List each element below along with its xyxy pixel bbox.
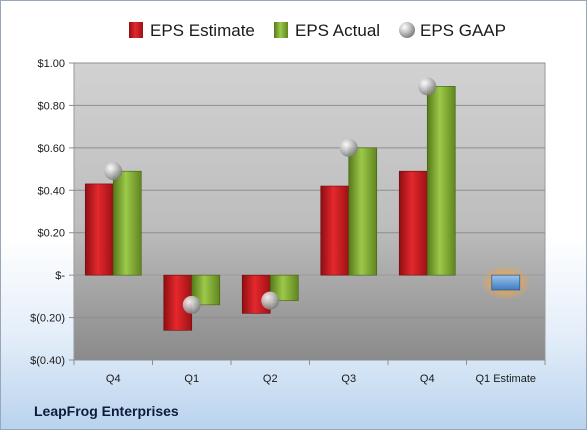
x-axis-ticks: Q4 Q1 Q2 Q3 Q4 Q1 Estimate <box>73 360 546 385</box>
x-tick-label: Q1 Estimate <box>475 373 536 385</box>
bar-forecast-estimate <box>491 274 521 291</box>
gaap-markers <box>104 77 437 314</box>
legend-swatch-eps-estimate <box>129 22 143 38</box>
legend-label-eps-actual: EPS Actual <box>295 21 380 40</box>
marker-eps-gaap <box>339 138 358 157</box>
marker-eps-gaap <box>261 291 280 310</box>
marker-eps-gaap <box>418 77 437 96</box>
x-tick-label: Q3 <box>341 373 356 385</box>
marker-eps-gaap <box>182 295 201 314</box>
y-tick-label: $0.40 <box>37 185 65 197</box>
y-tick-label: $0.80 <box>37 100 65 112</box>
plot-area <box>73 62 546 361</box>
legend-label-eps-estimate: EPS Estimate <box>150 21 255 40</box>
x-tick-label: Q4 <box>420 373 435 385</box>
y-tick-label: $0.20 <box>37 228 65 240</box>
legend-swatch-eps-actual <box>274 22 288 38</box>
x-tick-label: Q4 <box>106 373 121 385</box>
y-axis-ticks: $1.00 $0.80 $0.60 $0.40 $0.20 $- $(0.20) $(0.40… <box>30 58 74 367</box>
bar-eps-actual <box>426 86 456 276</box>
y-tick-label: $(0.20) <box>30 313 65 325</box>
legend: EPS Estimate EPS Actual EPS GAAP <box>129 21 506 40</box>
y-tick-label: $- <box>55 270 65 282</box>
x-tick-label: Q2 <box>263 373 278 385</box>
gridlines <box>74 62 545 361</box>
y-tick-label: $(0.40) <box>30 355 65 367</box>
company-name: LeapFrog Enterprises <box>34 403 179 419</box>
legend-label-eps-gaap: EPS GAAP <box>420 21 506 40</box>
bar-eps-actual <box>112 170 142 276</box>
bar-eps-estimate <box>320 185 350 276</box>
x-tick-label: Q1 <box>184 373 199 385</box>
bar-eps-estimate <box>84 183 114 276</box>
y-tick-label: $1.00 <box>37 58 65 70</box>
bar-eps-estimate <box>398 170 428 276</box>
marker-eps-gaap <box>104 162 123 181</box>
y-tick-label: $0.60 <box>37 143 65 155</box>
legend-marker-eps-gaap <box>399 22 415 38</box>
bar-eps-actual <box>348 147 378 276</box>
